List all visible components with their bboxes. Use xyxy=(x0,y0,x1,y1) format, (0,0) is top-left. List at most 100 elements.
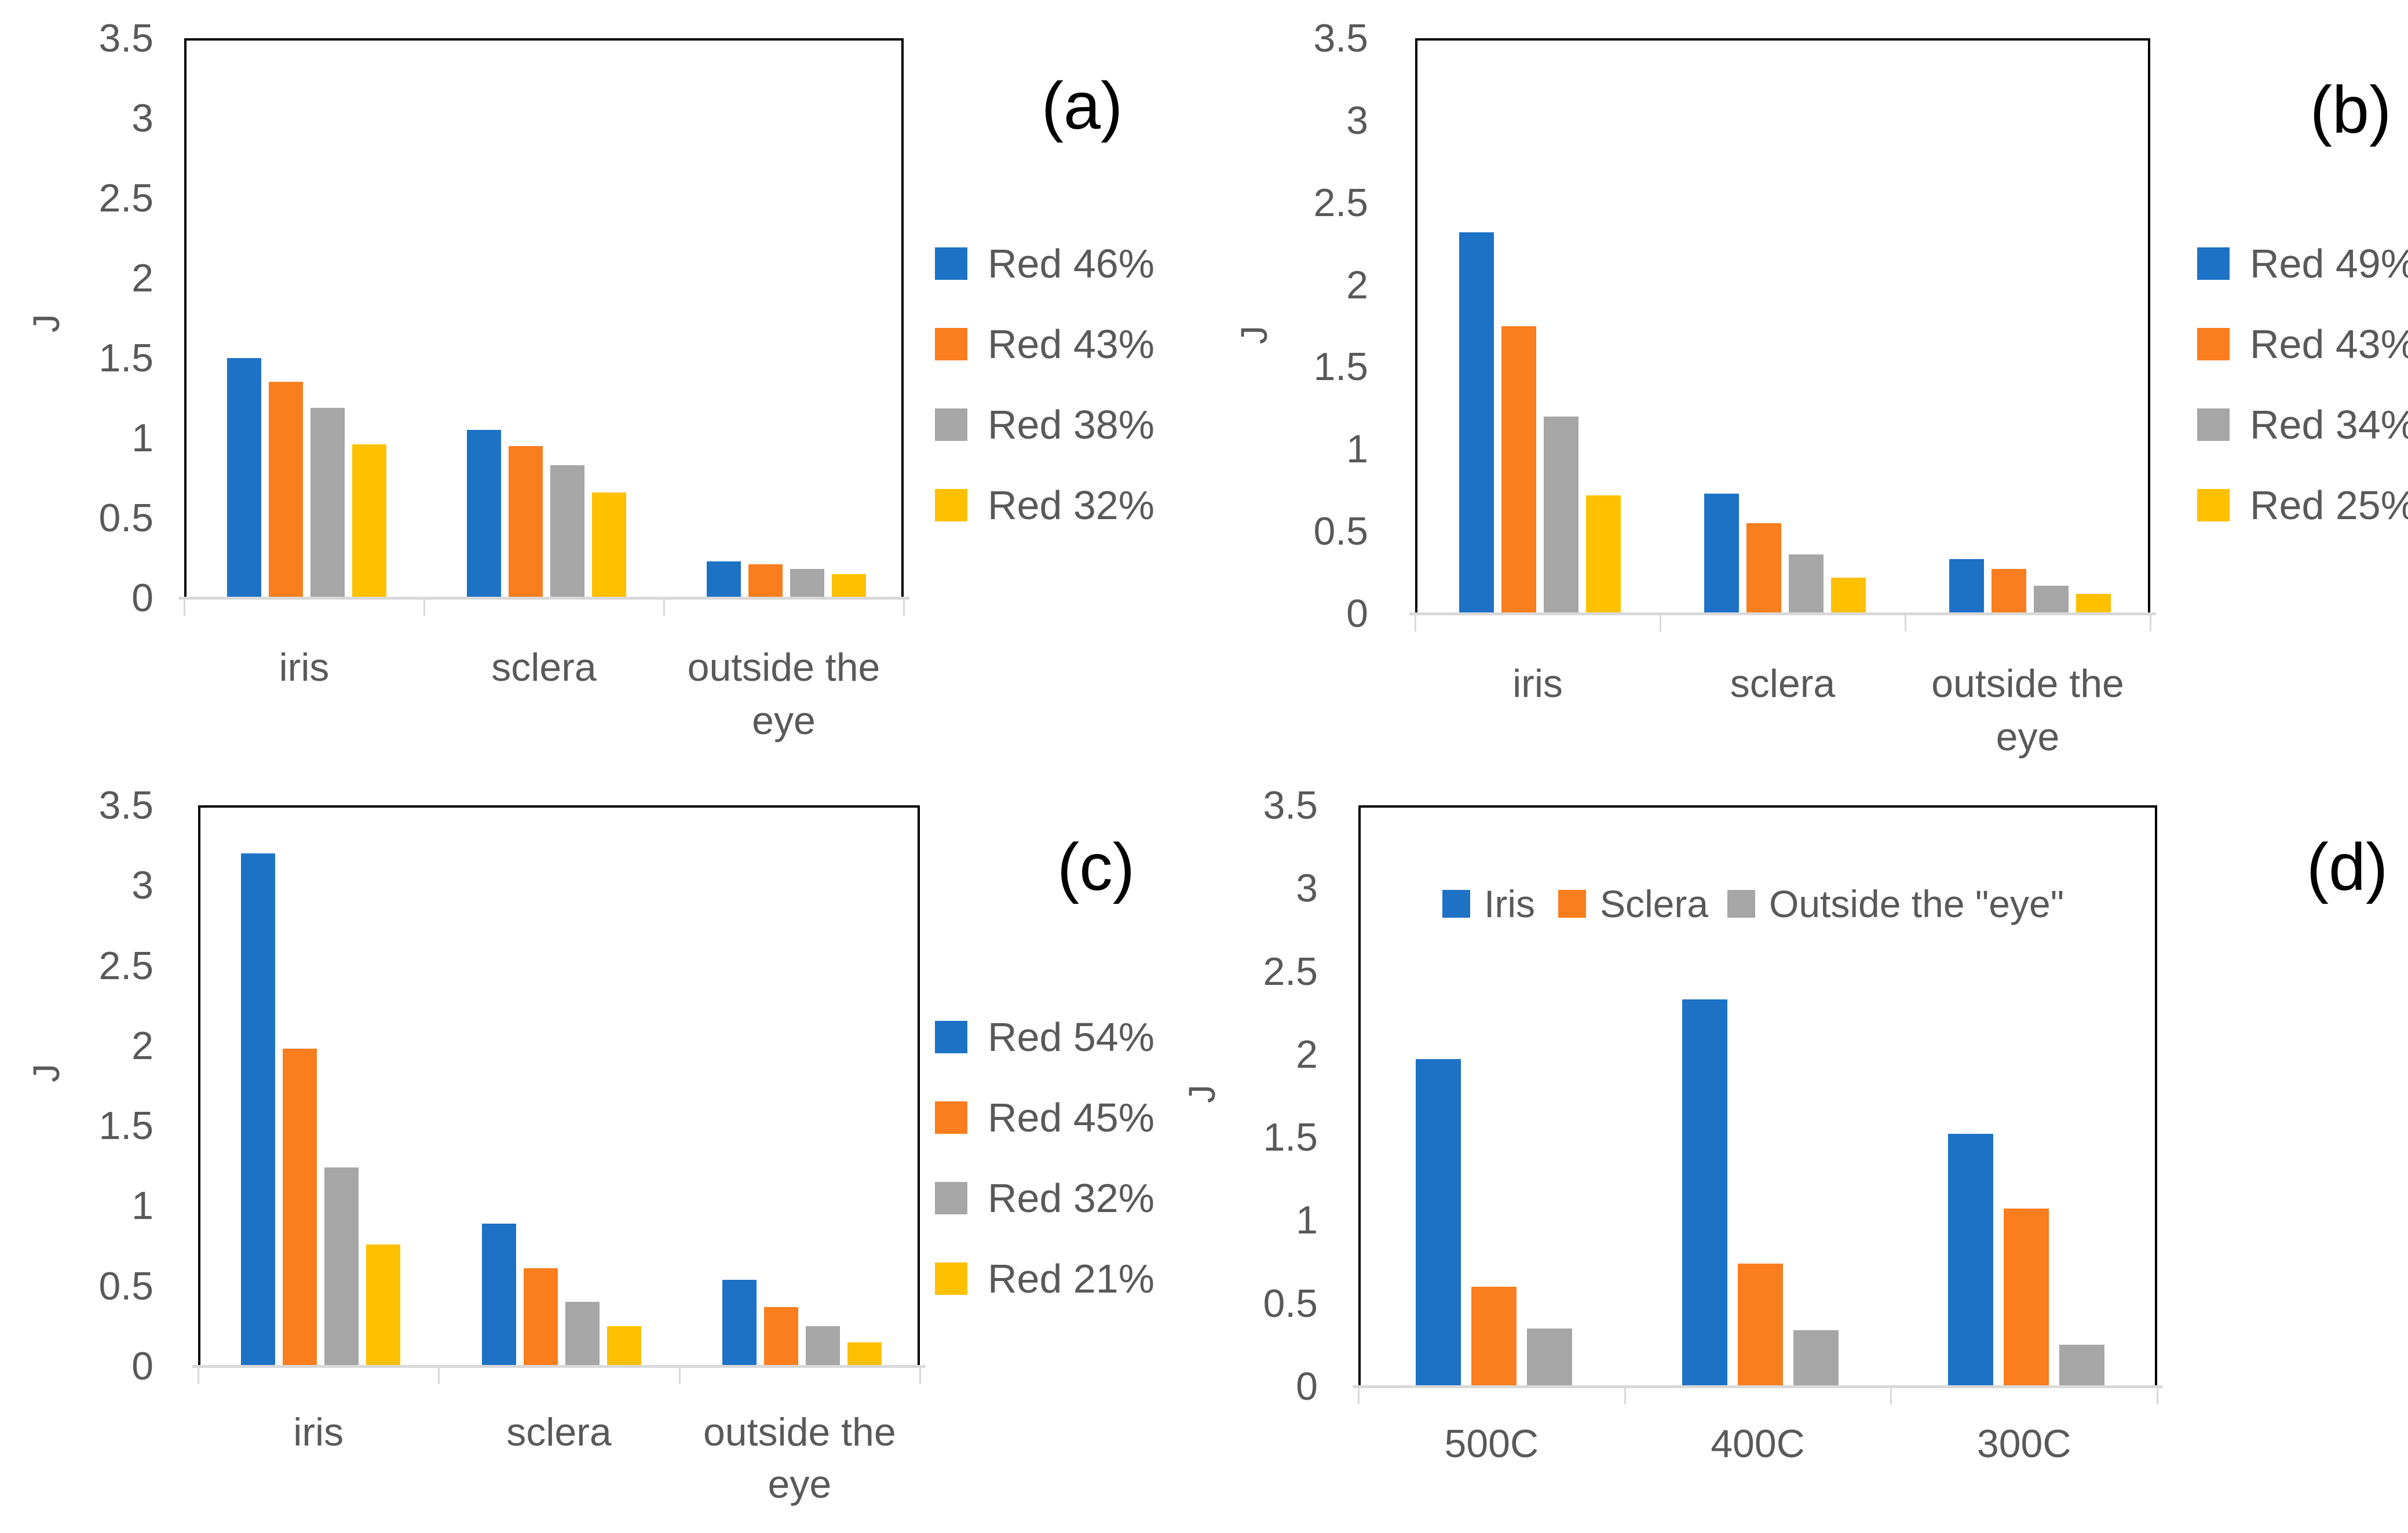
bar-Outside the "eye"-400C xyxy=(1793,1330,1839,1386)
x-axis-tick xyxy=(919,1368,921,1384)
y-tick-label: 3 xyxy=(131,96,154,140)
legend-swatch xyxy=(935,328,967,360)
x-axis-tick xyxy=(184,600,185,616)
panel-label-b: (b) xyxy=(2310,73,2392,147)
x-axis-tick xyxy=(663,600,665,616)
legend-swatch xyxy=(935,1101,967,1134)
legend-swatch xyxy=(935,1021,967,1053)
bar-Red 25%-iris xyxy=(1586,495,1621,614)
x-category-label: outside the xyxy=(687,645,880,689)
legend-swatch xyxy=(1442,890,1470,918)
y-tick-label: 0.5 xyxy=(1313,509,1368,554)
bar-Red 45%-outside the eye xyxy=(763,1306,798,1366)
y-tick-label: 1 xyxy=(1346,427,1368,472)
bar-Red 43%-sclera xyxy=(508,446,543,598)
bar-Sclera-400C xyxy=(1737,1263,1783,1386)
y-tick-label: 3.5 xyxy=(98,783,154,827)
y-tick-label: 0 xyxy=(131,576,154,620)
bar-Red 34%-iris xyxy=(1544,416,1578,614)
y-tick-label: 2.5 xyxy=(1263,949,1318,994)
legend-label: Iris xyxy=(1484,882,1535,925)
bar-Red 49%-sclera xyxy=(1704,493,1739,614)
bar-Iris-300C xyxy=(1948,1134,1994,1386)
legend-label: Red 38% xyxy=(988,402,1154,447)
bar-Red 46%-sclera xyxy=(466,430,501,598)
y-axis-title-d: J xyxy=(1181,1085,1223,1103)
bar-Red 25%-outside the eye xyxy=(2076,593,2111,614)
bar-Red 32%-iris xyxy=(352,444,386,598)
bar-Red 54%-iris xyxy=(241,853,276,1366)
y-tick-label: 1 xyxy=(131,1184,154,1228)
y-tick-label: 0.5 xyxy=(98,1264,154,1308)
x-category-label: eye xyxy=(752,699,816,743)
bar-Red 49%-outside the eye xyxy=(1949,559,1984,614)
x-category-label: iris xyxy=(293,1410,344,1454)
legend-label: Red 21% xyxy=(988,1256,1154,1301)
x-category-label: iris xyxy=(1512,662,1563,706)
y-tick-label: 1.5 xyxy=(1263,1115,1318,1160)
y-tick-label: 1 xyxy=(1296,1198,1318,1243)
legend-label: Red 34% xyxy=(2250,402,2408,447)
x-category-label: 400C xyxy=(1711,1422,1805,1466)
plot-area-d xyxy=(1358,805,2157,1386)
bar-Red 45%-iris xyxy=(283,1049,317,1366)
y-tick-label: 3 xyxy=(1296,866,1318,911)
x-category-label: 500C xyxy=(1444,1422,1539,1466)
x-category-label: iris xyxy=(279,645,330,689)
x-axis-line xyxy=(178,597,909,600)
bar-Outside the "eye"-500C xyxy=(1526,1328,1572,1386)
x-axis-tick xyxy=(2157,1388,2158,1404)
y-tick-label: 1.5 xyxy=(98,336,154,380)
bar-Red 43%-iris xyxy=(1501,326,1536,614)
bar-Red 43%-outside the eye xyxy=(748,564,783,598)
bar-Red 45%-sclera xyxy=(523,1268,558,1366)
bar-Red 32%-outside the eye xyxy=(831,574,866,598)
legend-swatch xyxy=(935,408,967,441)
x-category-label: eye xyxy=(768,1462,832,1506)
bar-Sclera-500C xyxy=(1471,1287,1517,1386)
legend-label: Red 25% xyxy=(2250,483,2408,528)
x-axis-tick xyxy=(1890,1388,1892,1404)
bar-Red 43%-sclera xyxy=(1746,523,1781,614)
y-tick-label: 0.5 xyxy=(1263,1281,1318,1326)
bar-Red 21%-outside the eye xyxy=(847,1342,882,1366)
x-axis-tick xyxy=(1905,615,1906,632)
legend-swatch xyxy=(935,1262,967,1295)
y-tick-label: 3.5 xyxy=(98,16,154,60)
x-axis-tick xyxy=(1358,1388,1360,1404)
panel-label-a: (a) xyxy=(1041,69,1123,143)
y-tick-label: 3 xyxy=(131,863,154,908)
y-tick-label: 3 xyxy=(1346,98,1368,143)
bar-Outside the "eye"-300C xyxy=(2059,1345,2105,1386)
bar-Red 34%-sclera xyxy=(1789,554,1824,614)
y-axis-title-b: J xyxy=(1233,326,1275,344)
y-tick-label: 2.5 xyxy=(98,176,154,220)
bar-Red 32%-sclera xyxy=(591,492,626,598)
bar-Red 25%-sclera xyxy=(1831,577,1866,614)
y-tick-label: 0 xyxy=(1296,1364,1318,1408)
y-tick-label: 3.5 xyxy=(1263,783,1318,827)
bar-Iris-400C xyxy=(1682,999,1727,1386)
y-tick-label: 0.5 xyxy=(98,496,154,540)
x-axis-tick xyxy=(2150,615,2151,632)
bar-Red 49%-iris xyxy=(1459,232,1494,614)
legend-label: Red 43% xyxy=(2250,322,2408,367)
bar-Red 43%-iris xyxy=(268,382,303,598)
bar-Red 21%-sclera xyxy=(606,1326,641,1366)
x-category-label: sclera xyxy=(491,645,597,689)
legend-swatch xyxy=(2197,408,2230,441)
legend-label: Sclera xyxy=(1600,882,1709,925)
bar-Red 38%-outside the eye xyxy=(790,569,824,598)
legend-label: Outside the "eye" xyxy=(1769,882,2064,925)
legend-label: Red 46% xyxy=(988,241,1154,286)
y-axis-title-c: J xyxy=(25,1064,67,1082)
x-axis-tick xyxy=(1624,1388,1626,1404)
y-tick-label: 2 xyxy=(131,1023,154,1068)
legend-swatch xyxy=(935,489,967,521)
bar-Red 43%-outside the eye xyxy=(1992,569,2026,614)
